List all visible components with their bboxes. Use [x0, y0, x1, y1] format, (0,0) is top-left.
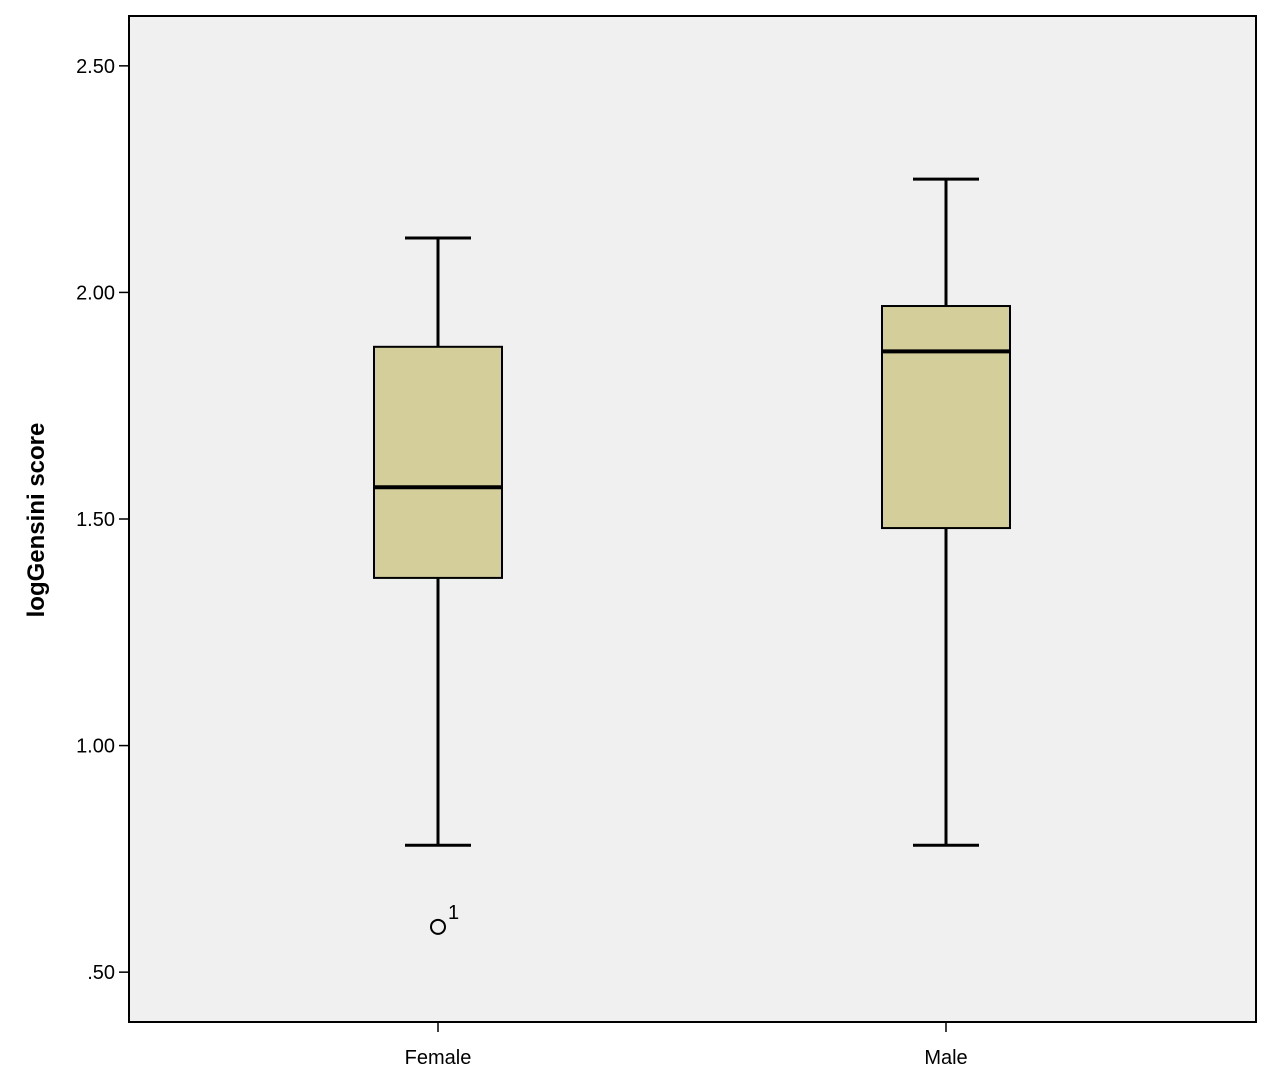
- box-female: 1: [373, 236, 503, 935]
- y-axis: .50 1.00 1.50 2.00 2.50: [76, 56, 129, 984]
- x-tick-label: Male: [924, 1047, 967, 1069]
- box-male: [881, 177, 1011, 847]
- iqr-box: [881, 305, 1011, 530]
- y-axis-title: logGensini score: [23, 423, 50, 618]
- y-tick-label: .50: [87, 962, 115, 984]
- outlier-point: [430, 918, 446, 935]
- x-tick-label: Female: [405, 1047, 472, 1069]
- plot-area: [128, 15, 1257, 1023]
- outlier-label: 1: [448, 902, 459, 924]
- y-tick-label: 1.50: [76, 509, 115, 531]
- y-tick-label: 2.50: [76, 56, 115, 78]
- boxes: 1: [373, 177, 1011, 935]
- x-axis: Female Male: [405, 1022, 968, 1069]
- y-tick-label: 1.00: [76, 736, 115, 758]
- y-tick-label: 2.00: [76, 282, 115, 304]
- iqr-box: [373, 345, 503, 579]
